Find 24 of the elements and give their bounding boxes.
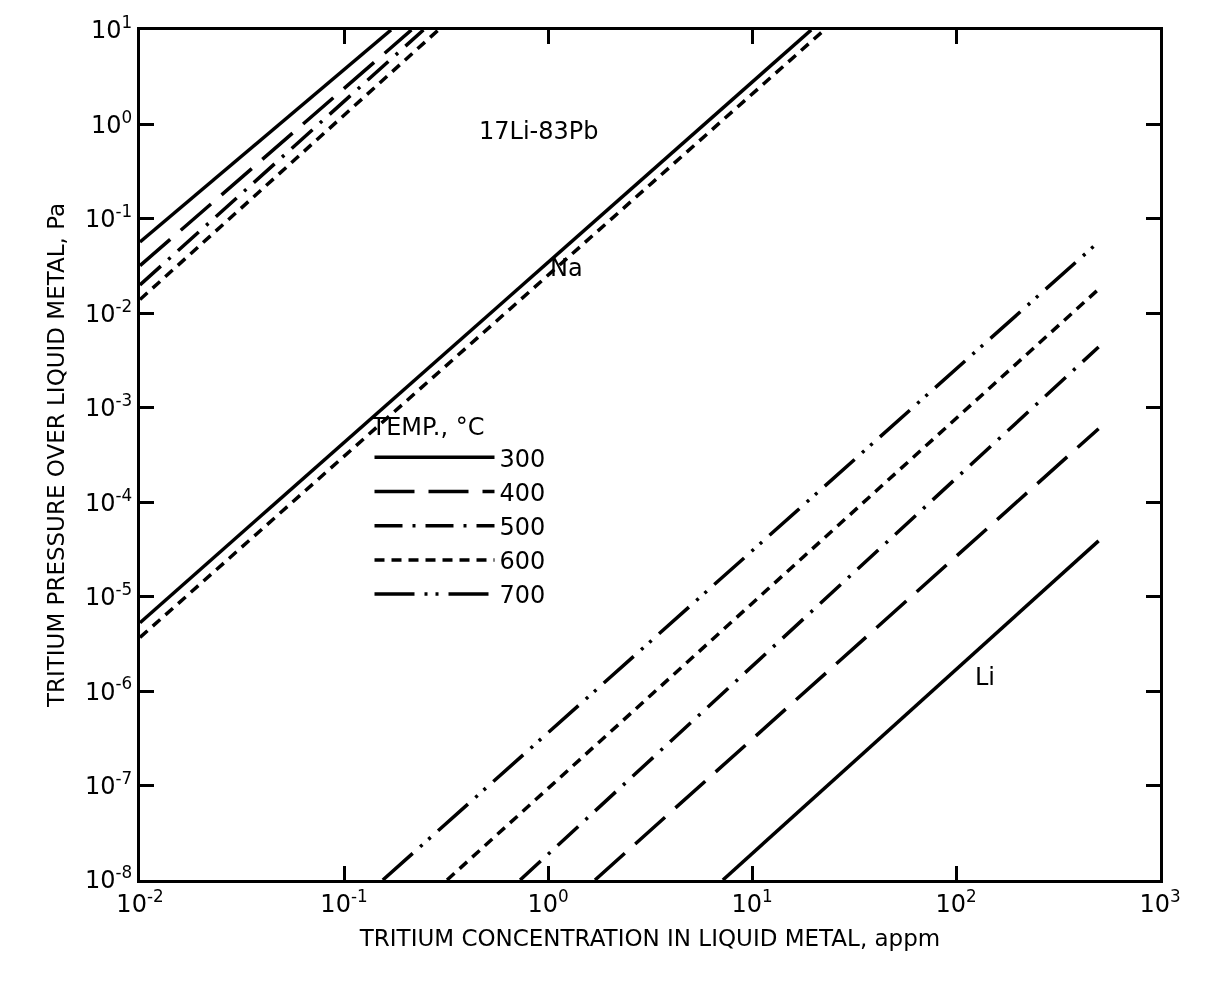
x-tick-label: 10$^{2}$ <box>935 885 977 918</box>
x-axis-title: TRITIUM CONCENTRATION IN LIQUID METAL, appm <box>358 925 941 952</box>
legend-label: 300 <box>499 444 546 473</box>
legend-label: 400 <box>499 478 546 507</box>
annotation: 17Li-83Pb <box>479 117 599 145</box>
y-tick-label: 10$^{-5}$ <box>84 578 133 612</box>
y-tick-label: 10$^{0}$ <box>90 106 133 139</box>
x-tick-label: 10$^{-1}$ <box>320 885 368 918</box>
y-tick-label: 10$^{-2}$ <box>84 295 133 328</box>
x-tick-label: 10$^{1}$ <box>731 885 773 918</box>
y-axis-title: TRITIUM PRESSURE OVER LIQUID METAL, Pa <box>43 202 70 709</box>
legend-title: TEMP., °C <box>370 413 485 442</box>
x-tick-label: 10$^{3}$ <box>1139 885 1181 918</box>
y-tick-label: 10$^{-7}$ <box>84 767 133 800</box>
annotation: Li <box>975 663 996 691</box>
legend-label: 500 <box>499 513 546 542</box>
y-tick-label: 10$^{-1}$ <box>84 201 133 234</box>
x-tick-label: 10$^{0}$ <box>527 885 569 918</box>
y-tick-label: 10$^{-6}$ <box>84 673 133 706</box>
y-tick-label: 10$^{1}$ <box>90 12 133 45</box>
y-tick-label: 10$^{-4}$ <box>84 484 133 517</box>
legend-label: 600 <box>499 547 546 576</box>
y-tick-label: 10$^{-3}$ <box>84 390 133 423</box>
legend-label: 700 <box>499 581 546 610</box>
